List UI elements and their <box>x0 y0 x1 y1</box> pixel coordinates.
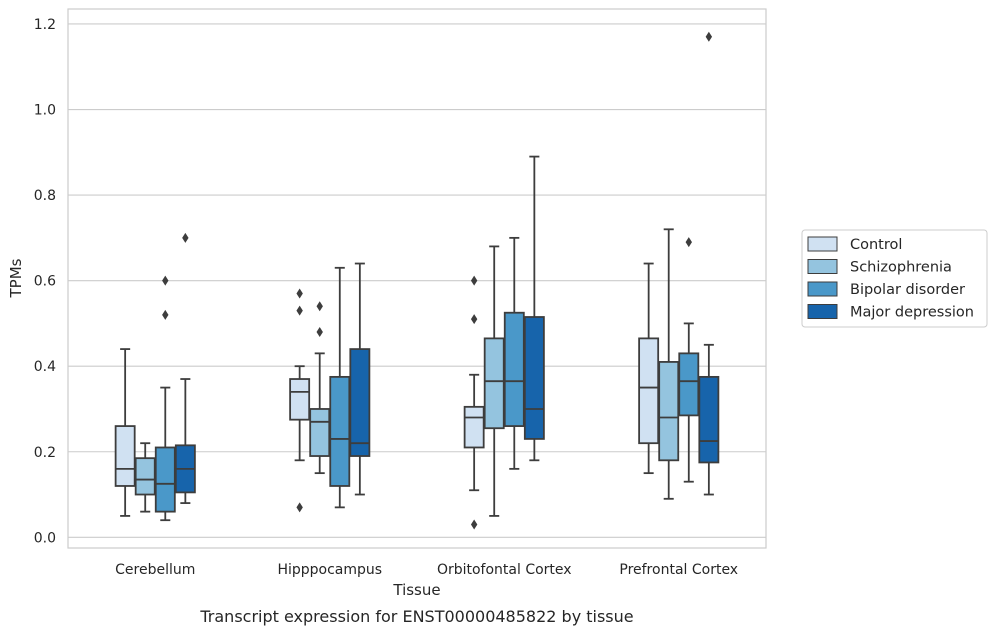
box-body <box>483 337 505 430</box>
outlier-point <box>470 314 478 325</box>
outlier-point <box>162 309 169 320</box>
x-axis-title: Tissue <box>392 581 440 599</box>
box-group <box>483 245 505 517</box>
legend-swatch <box>807 259 838 274</box>
box-body <box>658 361 680 462</box>
y-tick-label: 0.8 <box>34 188 56 204</box>
legend-swatch <box>807 236 838 252</box>
outlier-point <box>316 301 323 312</box>
legend-label: Control <box>850 237 902 253</box>
outlier-point <box>296 288 303 299</box>
box-group <box>698 31 720 496</box>
box-body <box>289 378 311 421</box>
box-body <box>463 405 485 449</box>
outlier-point <box>296 305 303 316</box>
legend-swatch <box>807 281 838 297</box>
box-group <box>638 262 660 475</box>
box-body <box>678 352 700 417</box>
outlier-point <box>316 326 323 337</box>
box-group <box>349 262 371 496</box>
legend-items: Control Schizophrenia Bipolar disorder Majo… <box>807 236 974 321</box>
legend: Control Schizophrenia Bipolar disorder Majo… <box>801 229 988 328</box>
outlier-point <box>182 232 189 243</box>
box-body <box>523 316 545 440</box>
box-body <box>309 408 331 457</box>
y-tick-label: 0.4 <box>34 359 56 375</box>
box-body <box>329 375 351 487</box>
y-tick-labels: 0.0 0.2 0.4 0.6 0.8 1.0 1.2 <box>34 17 56 546</box>
box-group <box>678 237 700 483</box>
legend-swatch <box>807 304 838 319</box>
y-tick-label: 1.2 <box>34 17 56 33</box>
outlier-point <box>470 519 478 530</box>
box-group <box>309 301 331 475</box>
box-group <box>134 442 156 513</box>
legend-label: Major depression <box>850 305 974 321</box>
chart-caption: Transcript expression for ENST0000048582… <box>199 607 633 626</box>
legend-frame <box>801 229 988 328</box>
outlier-point <box>296 502 303 513</box>
y-tick-label: 0.6 <box>34 274 56 290</box>
box-body <box>503 311 525 427</box>
plot-frame <box>67 8 767 549</box>
box-body <box>698 375 720 464</box>
outlier-point <box>685 237 692 248</box>
legend-label: Schizophrenia <box>850 260 952 276</box>
x-tick-labels: Cerebellum Hipppocampus Orbitofontal Corte… <box>115 562 738 578</box>
x-tick-label: Orbitofontal Cortex <box>437 562 572 578</box>
y-tick-label: 0.2 <box>34 445 56 461</box>
outlier-point <box>470 275 478 286</box>
box-body <box>134 457 156 496</box>
box-group <box>329 266 351 509</box>
box-group <box>658 228 680 500</box>
box-body <box>154 446 176 513</box>
box-body <box>638 337 660 445</box>
box-group <box>503 236 525 470</box>
box-group <box>114 348 136 517</box>
box-body <box>114 425 136 487</box>
x-tick-label: Hipppocampus <box>277 562 382 578</box>
box-group <box>523 155 545 462</box>
x-tick-label: Prefrontal Cortex <box>619 562 738 578</box>
legend-label: Bipolar disorder <box>850 282 965 298</box>
box-body <box>349 348 371 457</box>
boxes-layer <box>114 31 720 530</box>
box-group <box>154 275 176 522</box>
y-tick-label: 0.0 <box>34 530 56 546</box>
y-tick-label: 1.0 <box>34 103 56 119</box>
box-group <box>289 288 311 513</box>
outlier-point <box>705 31 713 42</box>
box-group <box>174 232 196 504</box>
y-axis-title: TPMs <box>7 258 25 298</box>
box-group <box>463 275 485 530</box>
x-tick-label: Cerebellum <box>115 562 195 578</box>
outlier-point <box>162 275 169 286</box>
